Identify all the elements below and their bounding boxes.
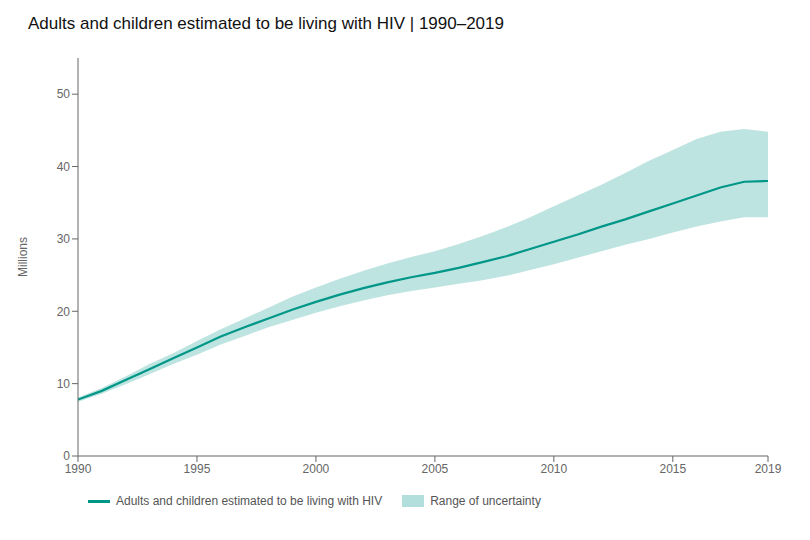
svg-text:0: 0 [63,449,70,463]
html-text:Adults and children estimated: Adults and children estimated to be livi… [116,494,383,508]
svg-text:Millions: Millions [16,237,30,277]
svg-text:40: 40 [57,160,71,174]
svg-text:2015: 2015 [659,462,686,476]
svg-text:2000: 2000 [303,462,330,476]
svg-text:1995: 1995 [184,462,211,476]
svg-text:10: 10 [57,377,71,391]
svg-text:2005: 2005 [422,462,449,476]
svg-text:2019: 2019 [755,462,782,476]
svg-text:20: 20 [57,305,71,319]
html-text:Range of uncertainty: Range of uncertainty [430,494,541,508]
svg-text:2010: 2010 [541,462,568,476]
svg-text:50: 50 [57,87,71,101]
svg-text:30: 30 [57,232,71,246]
html-text:Adults and children estimated: Adults and children estimated to be livi… [28,14,504,33]
svg-text:1990: 1990 [65,462,92,476]
